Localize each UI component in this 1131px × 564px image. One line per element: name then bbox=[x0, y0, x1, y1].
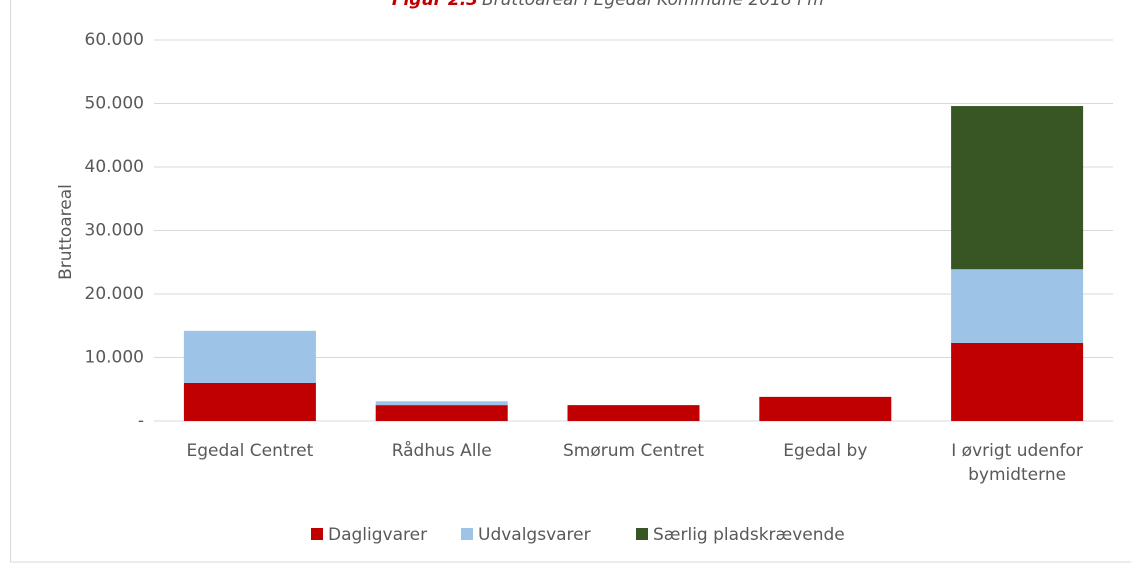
bar-segment bbox=[951, 106, 1084, 270]
legend-label: Dagligvarer bbox=[328, 525, 427, 545]
legend-swatch bbox=[461, 528, 473, 540]
legend-swatch bbox=[636, 528, 648, 540]
bar-segment bbox=[375, 401, 508, 406]
y-tick-label: 30.000 bbox=[85, 221, 144, 241]
title-prefix: Figur 2.3 bbox=[392, 0, 478, 10]
y-tick-label: 60.000 bbox=[85, 30, 144, 50]
x-tick-label: I øvrigt udenfor bymidterne bbox=[951, 441, 1083, 485]
chart-border bbox=[10, 0, 1131, 563]
chart-title: Bruttoareal i Egedal Kommune 2018 i m² bbox=[482, 0, 831, 10]
y-tick-label: 10.000 bbox=[85, 348, 144, 368]
legend-swatch bbox=[311, 528, 323, 540]
y-tick-label: 40.000 bbox=[85, 157, 144, 177]
y-tick-label: - bbox=[138, 411, 144, 431]
bar-segment bbox=[183, 382, 316, 421]
bar-segment bbox=[951, 269, 1084, 343]
x-tick-label: Egedal by bbox=[783, 441, 868, 461]
bar-segment bbox=[759, 396, 892, 421]
x-tick-label: Rådhus Alle bbox=[391, 441, 492, 461]
bar-segment bbox=[951, 342, 1084, 421]
legend-label: Særlig pladskrævende bbox=[653, 525, 845, 545]
y-axis-title: Bruttoareal bbox=[56, 184, 76, 280]
y-tick-label: 50.000 bbox=[85, 94, 144, 114]
legend-label: Udvalgsvarer bbox=[478, 525, 591, 545]
x-tick-label: Smørum Centret bbox=[563, 441, 704, 461]
bar-segment bbox=[567, 405, 700, 421]
bar-segment bbox=[183, 330, 316, 383]
bar-segment bbox=[375, 405, 508, 421]
y-tick-label: 20.000 bbox=[85, 284, 144, 304]
x-tick-label: Egedal Centret bbox=[186, 441, 314, 461]
